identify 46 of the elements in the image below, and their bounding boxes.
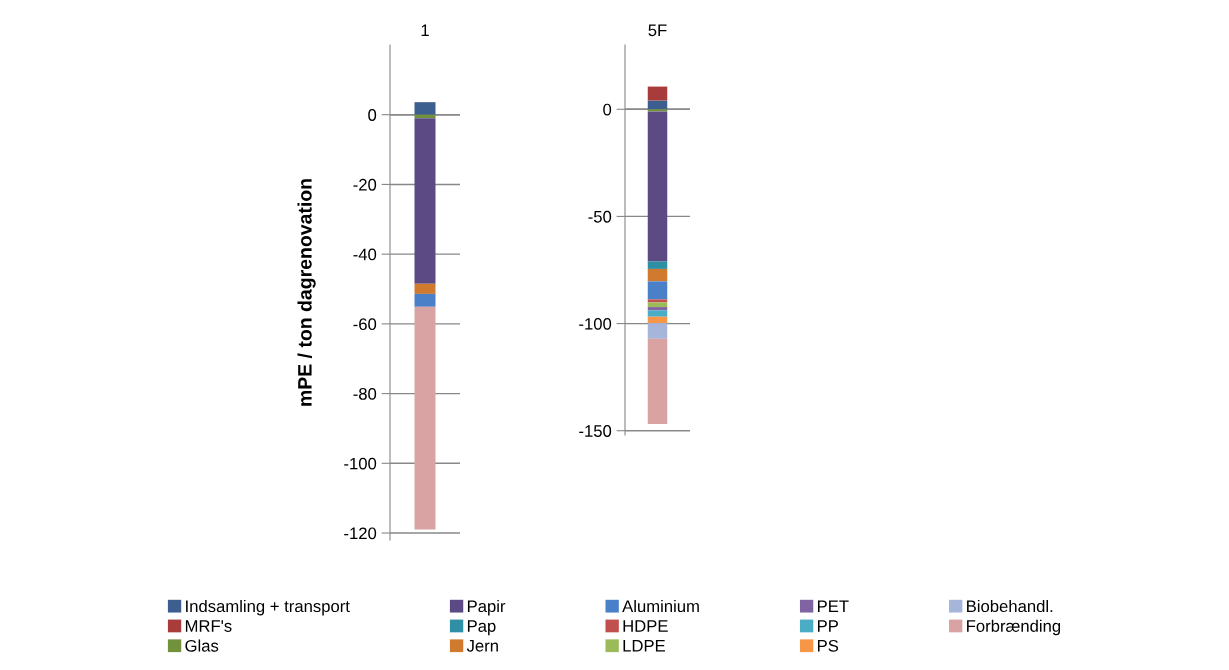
bar [647, 338, 668, 425]
y-tick-label: -80 [353, 387, 377, 400]
legend-label: MRF's [185, 620, 232, 632]
legend-label: Forbrænding [967, 619, 1061, 636]
y-tick-label: -120 [344, 527, 377, 540]
bar [647, 261, 668, 269]
y-tick-label: 0 [603, 103, 612, 116]
legend-label: Jern [466, 640, 498, 652]
legend-label: PS [817, 639, 839, 652]
bar [414, 306, 436, 530]
bar [647, 323, 668, 339]
legend-label: Pap [467, 620, 496, 636]
bar [647, 281, 668, 300]
bar [647, 316, 668, 324]
bar [414, 283, 436, 294]
legend-label: Papir [467, 599, 506, 616]
y-tick-label: -60 [353, 318, 377, 331]
bar [414, 118, 436, 284]
y-tick-label: 0 [368, 109, 377, 121]
y-tick-label: -50 [588, 210, 612, 223]
legend-label: PP [817, 620, 838, 632]
y-tick-label: -150 [579, 425, 612, 437]
legend-label: HDPE [623, 620, 668, 632]
y-tick-label: -20 [353, 178, 377, 191]
x-tick-label: 5F [648, 24, 667, 37]
y-tick-label: -100 [344, 457, 377, 470]
legend-label: Glas [185, 639, 219, 652]
bar [414, 293, 436, 307]
x-tick-label: 1 [421, 24, 429, 36]
legend-label: LDPE [623, 640, 665, 652]
y-tick-label: -40 [353, 248, 377, 261]
bar [647, 111, 668, 262]
legend-label: Aluminium [622, 599, 699, 613]
bar [647, 307, 668, 311]
legend-label: Biobehandl. [967, 599, 1053, 613]
bar [647, 268, 668, 282]
legend-label: PET [817, 600, 849, 612]
bar [647, 109, 668, 112]
bar [414, 102, 436, 115]
bar [647, 302, 668, 308]
y-axis-title: mPE / ton dagrenovation [297, 179, 316, 406]
bar [647, 299, 668, 303]
y-tick-label: -100 [579, 317, 612, 330]
bar [647, 310, 668, 317]
legend-label: Indsamling + transport [186, 599, 350, 616]
bar [647, 86, 668, 101]
